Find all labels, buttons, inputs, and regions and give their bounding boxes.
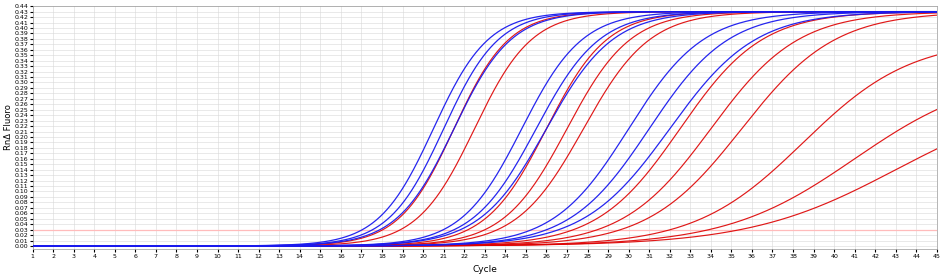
Y-axis label: RnΔ Fluoro: RnΔ Fluoro [4,105,13,150]
X-axis label: Cycle: Cycle [472,265,497,274]
